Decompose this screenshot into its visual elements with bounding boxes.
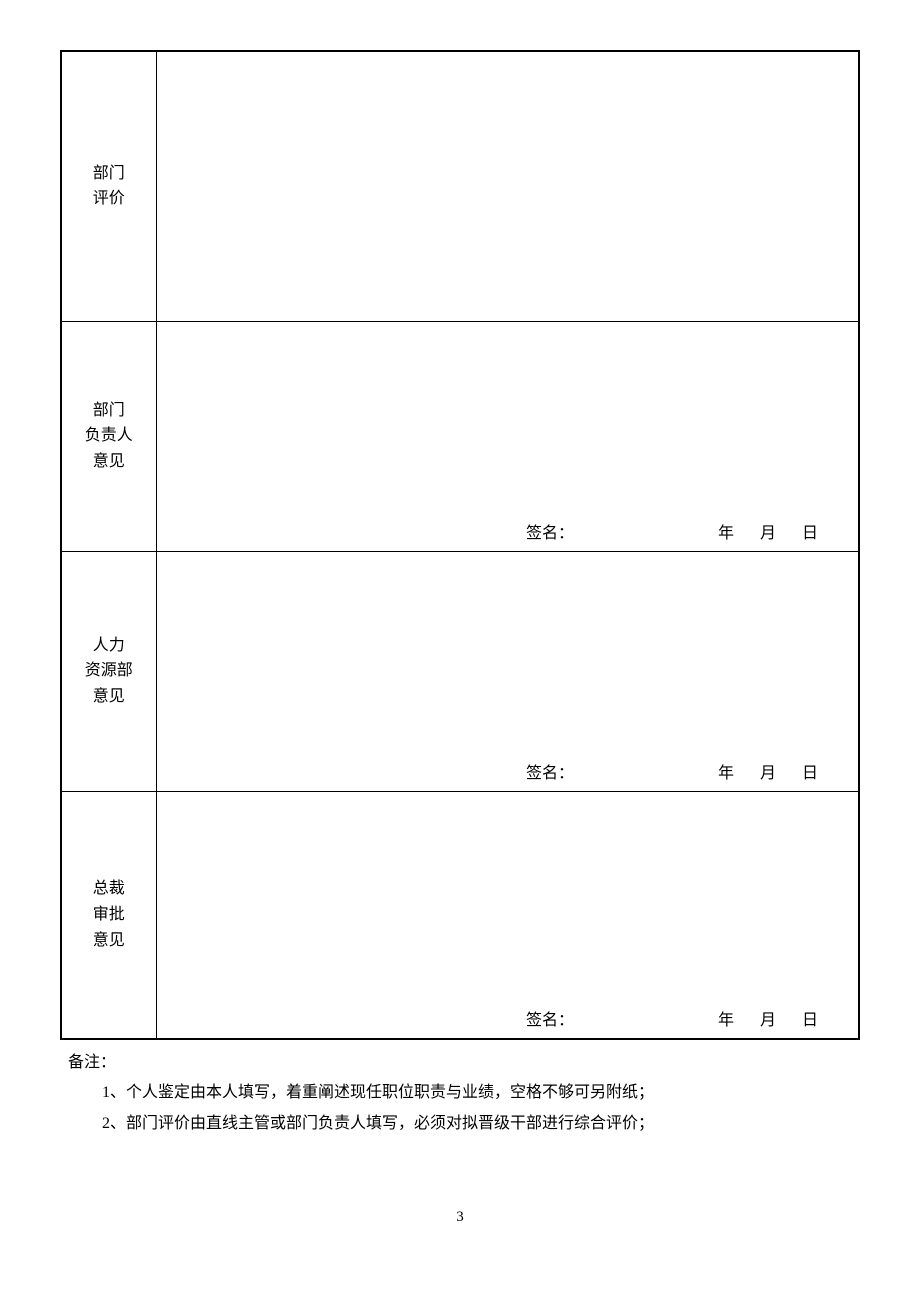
label-text: 意见: [93, 453, 125, 470]
label-ceo-approval: 总裁 审批 意见: [61, 791, 156, 1039]
evaluation-form-table: 部门 评价 部门 负责人 意见 签名： 年 月 日 人力 资源部 意见 签名：: [60, 50, 860, 1040]
label-dept-evaluation: 部门 评价: [61, 51, 156, 321]
page-number: 3: [60, 1209, 860, 1226]
date-month: 月: [760, 1006, 776, 1030]
label-dept-manager-opinion: 部门 负责人 意见: [61, 321, 156, 551]
date-year: 年: [718, 519, 734, 543]
label-text: 审批: [93, 906, 125, 923]
label-text: 资源部: [85, 662, 133, 679]
date-day: 日: [802, 759, 818, 783]
row-hr-opinion: 人力 资源部 意见 签名： 年 月 日: [61, 551, 859, 791]
signature-line: 签名： 年 月 日: [157, 759, 859, 783]
label-hr-opinion: 人力 资源部 意见: [61, 551, 156, 791]
row-dept-manager-opinion: 部门 负责人 意见 签名： 年 月 日: [61, 321, 859, 551]
label-text: 评价: [93, 190, 125, 207]
date-year: 年: [718, 1006, 734, 1030]
content-dept-evaluation: [156, 51, 859, 321]
date-day: 日: [802, 1006, 818, 1030]
row-dept-evaluation: 部门 评价: [61, 51, 859, 321]
notes-title: 备注：: [60, 1048, 860, 1078]
signature-label: 签名：: [526, 759, 574, 783]
notes-section: 备注： 1、个人鉴定由本人填写，着重阐述现任职位职责与业绩，空格不够可另附纸； …: [60, 1048, 860, 1139]
date-day: 日: [802, 519, 818, 543]
signature-line: 签名： 年 月 日: [157, 1006, 859, 1030]
label-text: 负责人: [85, 427, 133, 444]
signature-line: 签名： 年 月 日: [157, 519, 859, 543]
signature-label: 签名：: [526, 519, 574, 543]
notes-item-1: 1、个人鉴定由本人填写，着重阐述现任职位职责与业绩，空格不够可另附纸；: [60, 1078, 860, 1108]
label-text: 总裁: [93, 880, 125, 897]
notes-item-2: 2、部门评价由直线主管或部门负责人填写，必须对拟晋级干部进行综合评价；: [60, 1109, 860, 1139]
label-text: 意见: [93, 932, 125, 949]
row-ceo-approval: 总裁 审批 意见 签名： 年 月 日: [61, 791, 859, 1039]
date-month: 月: [760, 519, 776, 543]
label-text: 人力: [93, 637, 125, 654]
label-text: 部门: [93, 165, 125, 182]
date-month: 月: [760, 759, 776, 783]
date-year: 年: [718, 759, 734, 783]
label-text: 部门: [93, 402, 125, 419]
content-hr-opinion: 签名： 年 月 日: [156, 551, 859, 791]
signature-label: 签名：: [526, 1006, 574, 1030]
content-ceo-approval: 签名： 年 月 日: [156, 791, 859, 1039]
content-dept-manager-opinion: 签名： 年 月 日: [156, 321, 859, 551]
label-text: 意见: [93, 688, 125, 705]
